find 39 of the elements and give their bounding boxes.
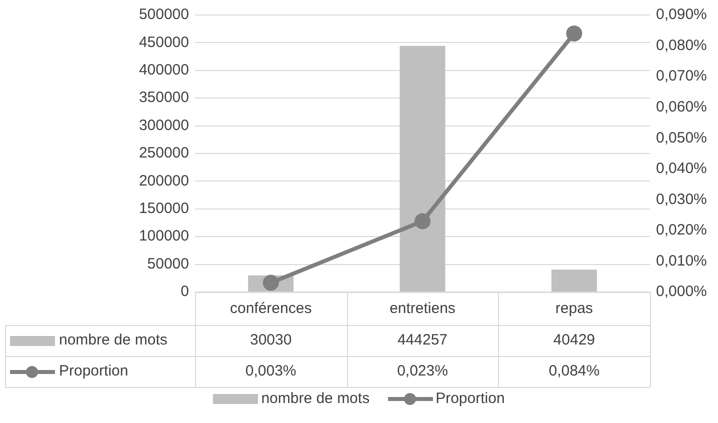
y2-tick-label: 0,020% xyxy=(656,222,707,239)
bar xyxy=(400,46,446,292)
y2-tick-label: 0,010% xyxy=(656,252,707,270)
bar xyxy=(551,270,597,292)
y2-tick-label: 0,090% xyxy=(656,6,707,24)
data-label: 0,023% xyxy=(397,362,448,380)
point xyxy=(414,213,430,230)
y-tick-label: 150000 xyxy=(138,200,189,218)
y-tick-label: 500000 xyxy=(138,6,189,24)
y2-tick-label: 0,080% xyxy=(656,36,707,54)
data-label: 444257 xyxy=(397,332,448,349)
y2-tick-label: 0,060% xyxy=(656,98,707,116)
y-tick-label: 250000 xyxy=(138,144,189,162)
x-tick-label: repas xyxy=(555,300,593,318)
data-label: 40429 xyxy=(553,332,596,349)
y-tick-label: 0 xyxy=(180,283,189,300)
y2-tick-label: 0,030% xyxy=(656,190,707,208)
y2-tick-label: 0,000% xyxy=(656,283,707,300)
data-label: 30030 xyxy=(250,332,292,349)
y-tick-label: 50000 xyxy=(147,255,189,272)
text: Proportion xyxy=(59,362,128,380)
y2-tick-label: 0,040% xyxy=(656,160,707,178)
y2-tick-label: 0,050% xyxy=(656,129,707,146)
y-tick-label: 400000 xyxy=(138,62,189,79)
legend-label: Proportion xyxy=(436,390,505,407)
data-label: 0,003% xyxy=(245,362,296,380)
legend-label: nombre de mots xyxy=(59,332,168,349)
y2-tick-label: 0,070% xyxy=(656,68,707,85)
point xyxy=(262,274,279,291)
x-tick-label: entretiens xyxy=(390,300,456,318)
y-tick-label: 300000 xyxy=(138,116,189,134)
y-tick-label: 200000 xyxy=(138,172,189,190)
point xyxy=(566,25,582,42)
y-tick-label: 100000 xyxy=(138,228,189,245)
y-tick-label: 350000 xyxy=(138,89,189,106)
data-label: 0,084% xyxy=(548,362,600,380)
y-tick-label: 450000 xyxy=(138,34,189,51)
text: nombre de mots xyxy=(261,390,370,407)
x-tick-label: conférences xyxy=(230,300,312,318)
